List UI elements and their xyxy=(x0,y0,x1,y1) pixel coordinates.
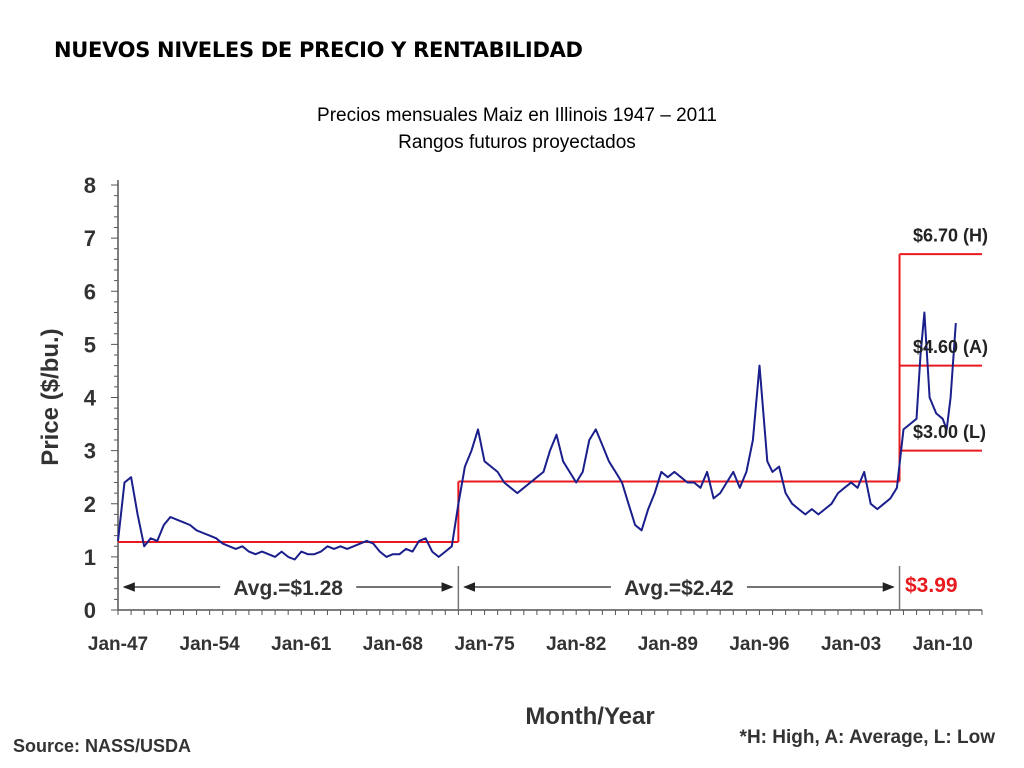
y-tick-label: 5 xyxy=(84,332,96,357)
y-axis-title: Price ($/bu.) xyxy=(37,328,64,465)
range-label: $6.70 (H) xyxy=(913,225,988,245)
period-label-bg xyxy=(610,574,747,600)
y-tick-label: 3 xyxy=(84,439,96,464)
x-tick-label: Jan-03 xyxy=(821,634,881,655)
x-axis-title: Month/Year xyxy=(525,703,654,730)
annotations: Avg.=$1.28 Avg.=$2.42 $6.70 (H) $4.60 (A) $3… xyxy=(13,225,995,756)
chart-subtitle: Rangos futuros proyectados xyxy=(398,132,636,153)
y-tick-label: 8 xyxy=(84,173,96,198)
x-tick-label: Jan-82 xyxy=(546,634,606,655)
x-tick-label: Jan-61 xyxy=(271,634,332,655)
period-average-label: Avg.=$1.28 xyxy=(233,577,343,600)
y-tick-label: 4 xyxy=(84,386,97,411)
reference-lines xyxy=(118,253,982,610)
chart-title-block: Precios mensuales Maiz en Illinois 1947 … xyxy=(0,102,1024,156)
x-tick-label: Jan-54 xyxy=(180,634,241,655)
slide-title: NUEVOS NIVELES DE PRECIO Y RENTABILIDAD xyxy=(54,38,583,62)
y-tick-label: 7 xyxy=(84,226,96,251)
y-tick-label: 1 xyxy=(84,545,96,570)
legend-note: *H: High, A: Average, L: Low xyxy=(740,727,996,748)
price-series-line xyxy=(117,311,957,561)
range-label: $3.00 (L) xyxy=(913,422,986,442)
source-note: Source: NASS/USDA xyxy=(13,736,191,756)
x-tick-label: Jan-10 xyxy=(913,634,973,655)
x-tick-label: Jan-68 xyxy=(363,634,423,655)
chart-title: Precios mensuales Maiz en Illinois 1947 … xyxy=(317,105,717,126)
range-label: $4.60 (A) xyxy=(913,337,988,357)
series-group xyxy=(117,311,957,561)
x-tick-label: Jan-47 xyxy=(88,634,148,655)
period-label-bg xyxy=(220,574,357,600)
period-average-label: Avg.=$2.42 xyxy=(624,577,734,600)
y-tick-label: 2 xyxy=(84,492,96,517)
highlight-value: $3.99 xyxy=(905,574,958,597)
y-tick-label: 0 xyxy=(84,598,96,623)
x-tick-label: Jan-75 xyxy=(454,634,515,655)
y-tick-label: 6 xyxy=(84,279,96,304)
x-tick-label: Jan-89 xyxy=(638,634,698,655)
x-tick-label: Jan-96 xyxy=(729,634,789,655)
chart-axes: 0 1 2 3 4 5 6 7 8 Jan-47 Jan-54 Jan-61 Jan-68 Jan-75 J… xyxy=(37,173,983,730)
